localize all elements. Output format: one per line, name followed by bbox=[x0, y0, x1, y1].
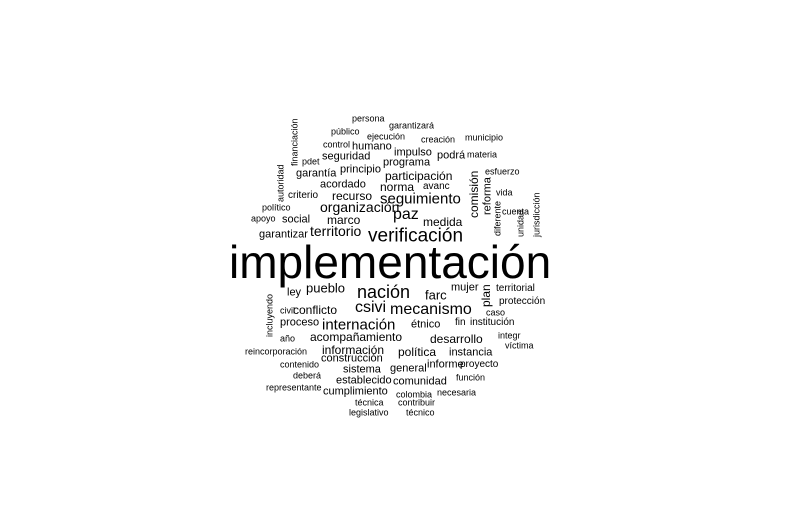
cloud-word: establecido bbox=[336, 374, 392, 387]
cloud-word: político bbox=[262, 202, 291, 213]
cloud-word: año bbox=[280, 333, 296, 344]
cloud-word: marco bbox=[327, 213, 361, 227]
cloud-word-vertical: unidad bbox=[515, 209, 526, 237]
cloud-word: cumplimiento bbox=[323, 385, 388, 398]
cloud-word: vida bbox=[496, 187, 513, 198]
cloud-word-vertical: diferente bbox=[492, 200, 503, 236]
cloud-word: instancia bbox=[449, 346, 493, 359]
cloud-word: técnica bbox=[355, 397, 384, 408]
cloud-word: territorio bbox=[310, 223, 362, 239]
cloud-word: ejecución bbox=[367, 131, 406, 142]
cloud-word: acompañamiento bbox=[310, 330, 403, 344]
cloud-word: cuenta bbox=[502, 206, 530, 217]
cloud-word: paz bbox=[393, 206, 419, 223]
cloud-word: proyecto bbox=[460, 359, 499, 370]
cloud-word: étnico bbox=[411, 318, 441, 331]
cloud-word: medida bbox=[423, 215, 463, 229]
cloud-word: implementación bbox=[229, 236, 552, 288]
cloud-word-vertical: jurisdicción bbox=[531, 192, 542, 237]
cloud-word: internación bbox=[322, 316, 396, 334]
cloud-word: organización bbox=[320, 199, 400, 215]
cloud-word: ley bbox=[287, 286, 302, 299]
cloud-word: desarrollo bbox=[430, 332, 483, 346]
cloud-word-vertical: autoridad bbox=[275, 164, 286, 202]
cloud-word: impulso bbox=[394, 146, 432, 159]
cloud-word: csivi bbox=[355, 299, 387, 316]
cloud-word: programa bbox=[383, 156, 431, 169]
cloud-word-vertical: comisión bbox=[467, 170, 481, 218]
cloud-word: principio bbox=[340, 163, 381, 176]
cloud-word: humano bbox=[352, 140, 392, 153]
cloud-word: garantizar bbox=[259, 228, 308, 241]
cloud-word-vertical: financiación bbox=[289, 118, 300, 166]
cloud-word: avanc bbox=[423, 181, 450, 192]
cloud-word: farc bbox=[425, 287, 447, 303]
cloud-word: caso bbox=[486, 307, 506, 318]
cloud-word: criterio bbox=[288, 190, 319, 201]
cloud-word: conflicto bbox=[293, 303, 338, 317]
cloud-word: pueblo bbox=[306, 280, 346, 296]
cloud-word: comunidad bbox=[393, 375, 447, 388]
cloud-word: necesaria bbox=[437, 387, 477, 398]
cloud-word: civil bbox=[280, 305, 295, 316]
cloud-word: legislativo bbox=[349, 407, 389, 418]
cloud-word: representante bbox=[266, 382, 322, 393]
cloud-word: norma bbox=[380, 180, 415, 194]
cloud-word: deberá bbox=[293, 370, 322, 381]
cloud-word: función bbox=[456, 372, 486, 383]
cloud-word: fin bbox=[455, 317, 466, 328]
cloud-word: podrá bbox=[437, 149, 466, 162]
cloud-word: nación bbox=[357, 282, 411, 302]
cloud-word: persona bbox=[352, 113, 385, 124]
cloud-word: informe bbox=[427, 358, 464, 371]
cloud-word: apoyo bbox=[251, 213, 276, 224]
cloud-word: política bbox=[398, 345, 437, 359]
cloud-word: pdet bbox=[302, 156, 320, 167]
cloud-word: control bbox=[323, 139, 351, 150]
cloud-word: víctima bbox=[505, 340, 534, 351]
cloud-word: seguimiento bbox=[380, 190, 461, 208]
cloud-word: municipio bbox=[465, 132, 504, 143]
cloud-word: mujer bbox=[451, 281, 479, 294]
cloud-word-vertical: plan bbox=[479, 284, 493, 307]
cloud-word: institución bbox=[470, 317, 515, 328]
cloud-word: general bbox=[390, 362, 427, 375]
cloud-word: protección bbox=[499, 296, 546, 307]
cloud-word: materia bbox=[467, 149, 498, 160]
cloud-word: verificación bbox=[368, 225, 464, 247]
cloud-word: creación bbox=[421, 134, 456, 145]
cloud-word-vertical: incluyendo bbox=[264, 293, 275, 337]
cloud-word: construcción bbox=[321, 352, 383, 365]
cloud-word: territorial bbox=[496, 283, 535, 294]
cloud-word: esfuerzo bbox=[485, 166, 520, 177]
cloud-word: proceso bbox=[280, 316, 320, 329]
cloud-word: social bbox=[282, 213, 311, 226]
cloud-word: reincorporación bbox=[245, 346, 308, 357]
cloud-word: garantía bbox=[296, 167, 337, 180]
cloud-word: recurso bbox=[332, 189, 373, 203]
cloud-word: integr bbox=[498, 330, 521, 341]
cloud-word: participación bbox=[385, 169, 453, 183]
cloud-word: mecanismo bbox=[390, 301, 472, 318]
cloud-word: seguridad bbox=[322, 150, 371, 163]
cloud-word: contribuir bbox=[398, 397, 436, 408]
cloud-word: sistema bbox=[343, 363, 381, 376]
cloud-word: técnico bbox=[406, 407, 435, 418]
cloud-word: público bbox=[331, 126, 360, 137]
cloud-word: información bbox=[322, 343, 385, 357]
cloud-word: garantizará bbox=[389, 120, 435, 131]
cloud-word: contenido bbox=[280, 359, 320, 370]
cloud-word: acordado bbox=[320, 178, 366, 191]
cloud-word: colombia bbox=[396, 389, 433, 400]
